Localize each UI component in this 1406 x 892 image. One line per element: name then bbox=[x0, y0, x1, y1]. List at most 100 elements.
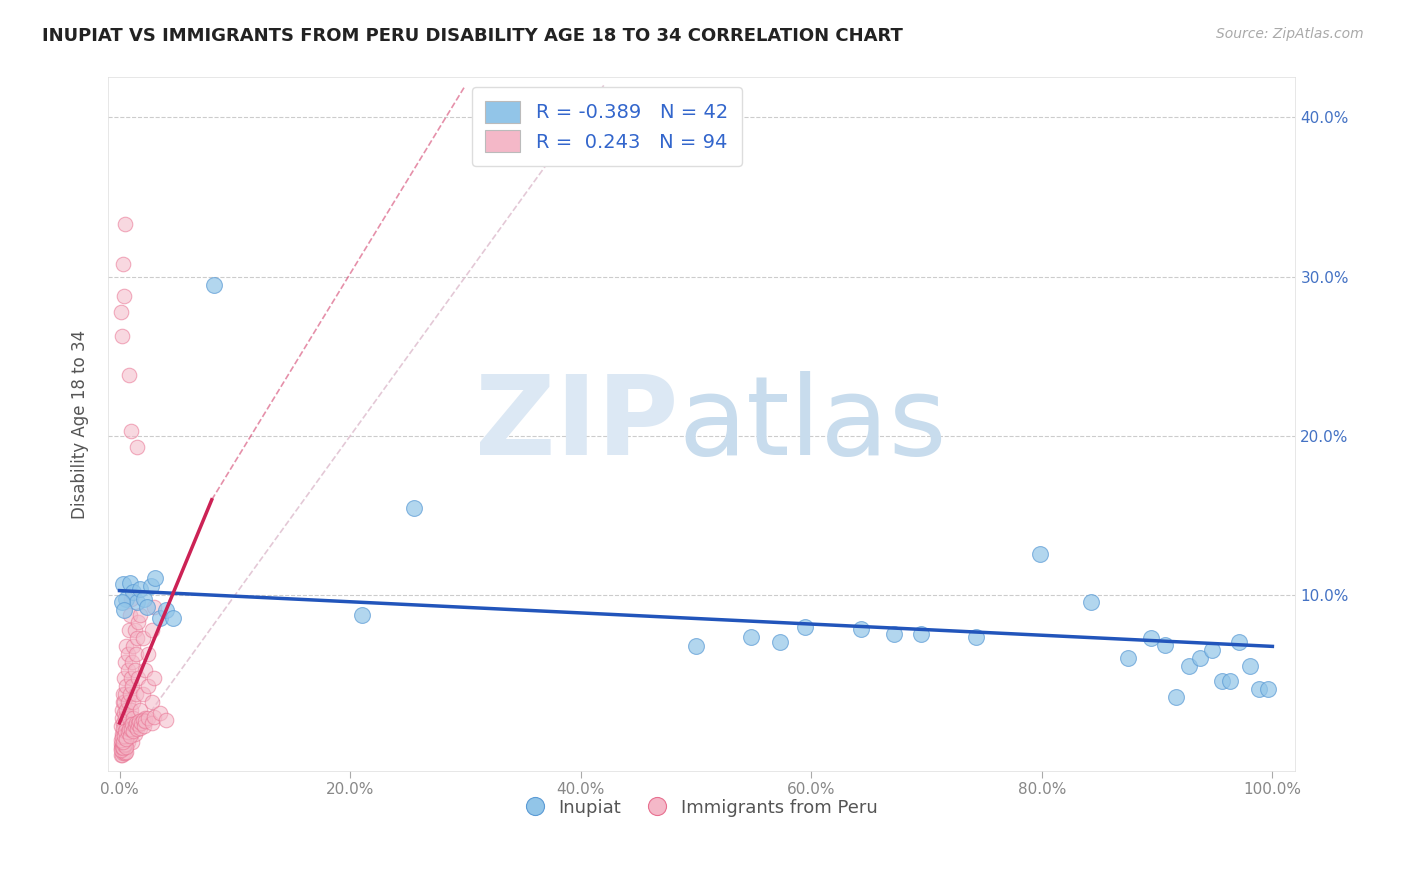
Point bbox=[111, 257, 134, 271]
Point bbox=[112, 671, 135, 685]
Point bbox=[117, 725, 139, 739]
Point bbox=[118, 368, 141, 383]
Text: INUPIAT VS IMMIGRANTS FROM PERU DISABILITY AGE 18 TO 34 CORRELATION CHART: INUPIAT VS IMMIGRANTS FROM PERU DISABILI… bbox=[42, 27, 903, 45]
Point bbox=[155, 713, 177, 727]
Point bbox=[112, 745, 135, 759]
Point bbox=[131, 715, 153, 730]
Point bbox=[155, 603, 177, 617]
Point bbox=[112, 706, 135, 721]
Point bbox=[129, 703, 152, 717]
Point bbox=[149, 706, 172, 721]
Point bbox=[115, 739, 138, 754]
Text: ZIP: ZIP bbox=[475, 370, 678, 477]
Point bbox=[1154, 638, 1177, 652]
Point bbox=[124, 719, 146, 733]
Point bbox=[134, 663, 156, 677]
Point bbox=[111, 738, 134, 752]
Point bbox=[110, 737, 132, 751]
Point bbox=[111, 723, 134, 737]
Point bbox=[124, 648, 146, 662]
Point bbox=[118, 711, 141, 725]
Point bbox=[111, 715, 134, 730]
Point bbox=[111, 328, 134, 343]
Point bbox=[125, 719, 148, 733]
Point bbox=[162, 610, 184, 624]
Point bbox=[118, 727, 141, 741]
Point bbox=[120, 723, 142, 737]
Point bbox=[1227, 634, 1250, 648]
Point bbox=[118, 723, 141, 737]
Legend: Inupiat, Immigrants from Peru: Inupiat, Immigrants from Peru bbox=[519, 791, 884, 824]
Point bbox=[143, 599, 166, 614]
Point bbox=[117, 695, 139, 709]
Point bbox=[1211, 674, 1233, 689]
Point bbox=[115, 731, 138, 746]
Point bbox=[121, 679, 143, 693]
Point bbox=[115, 703, 138, 717]
Point bbox=[120, 703, 142, 717]
Point bbox=[143, 671, 166, 685]
Point bbox=[131, 632, 153, 646]
Point bbox=[127, 615, 149, 630]
Point bbox=[118, 719, 141, 733]
Point bbox=[740, 630, 762, 644]
Point bbox=[112, 735, 135, 749]
Point bbox=[131, 713, 153, 727]
Point bbox=[849, 622, 872, 636]
Point bbox=[1116, 650, 1139, 665]
Point bbox=[136, 599, 159, 614]
Point bbox=[125, 723, 148, 737]
Point bbox=[1140, 632, 1163, 646]
Point bbox=[138, 648, 160, 662]
Point bbox=[115, 745, 138, 759]
Point bbox=[111, 741, 134, 756]
Point bbox=[127, 671, 149, 685]
Point bbox=[118, 687, 141, 701]
Point bbox=[1201, 642, 1223, 657]
Point bbox=[139, 579, 162, 593]
Point bbox=[122, 711, 145, 725]
Point bbox=[111, 595, 134, 609]
Point bbox=[111, 746, 134, 760]
Point bbox=[117, 735, 139, 749]
Point bbox=[143, 571, 166, 585]
Point bbox=[111, 687, 134, 701]
Point bbox=[110, 743, 132, 757]
Point bbox=[112, 289, 135, 303]
Point bbox=[114, 737, 136, 751]
Point bbox=[132, 719, 155, 733]
Point bbox=[111, 735, 134, 749]
Point bbox=[124, 715, 146, 730]
Point bbox=[125, 632, 148, 646]
Point bbox=[143, 709, 166, 723]
Point bbox=[1188, 650, 1211, 665]
Point bbox=[120, 424, 142, 438]
Point bbox=[118, 607, 141, 622]
Point bbox=[118, 729, 141, 743]
Point bbox=[122, 723, 145, 738]
Point bbox=[114, 711, 136, 725]
Point bbox=[118, 575, 141, 590]
Point bbox=[111, 711, 134, 725]
Point bbox=[112, 738, 135, 752]
Point bbox=[124, 727, 146, 741]
Point bbox=[127, 717, 149, 731]
Y-axis label: Disability Age 18 to 34: Disability Age 18 to 34 bbox=[72, 329, 89, 518]
Point bbox=[1247, 682, 1270, 697]
Point bbox=[122, 695, 145, 709]
Point bbox=[965, 630, 987, 644]
Point bbox=[111, 695, 134, 709]
Point bbox=[111, 747, 134, 762]
Point bbox=[114, 746, 136, 760]
Point bbox=[134, 714, 156, 729]
Point bbox=[129, 582, 152, 596]
Point bbox=[118, 624, 141, 638]
Point bbox=[1080, 595, 1102, 609]
Point bbox=[129, 721, 152, 735]
Point bbox=[112, 695, 135, 709]
Point bbox=[114, 687, 136, 701]
Point bbox=[114, 723, 136, 738]
Point bbox=[121, 656, 143, 670]
Point bbox=[402, 500, 425, 515]
Point bbox=[125, 440, 148, 454]
